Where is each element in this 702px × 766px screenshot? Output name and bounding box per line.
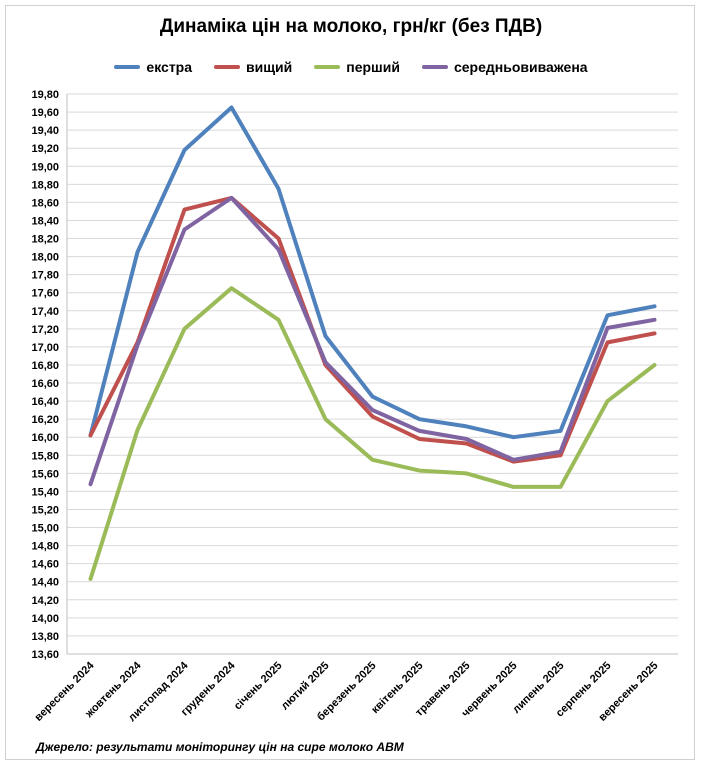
y-tick-label: 14,00	[31, 613, 59, 625]
y-tick-label: 17,20	[31, 324, 59, 336]
legend-item: вищий	[214, 58, 292, 76]
y-tick-label: 15,60	[31, 468, 59, 480]
series-line-4	[88, 195, 657, 487]
y-tick-label: 14,40	[31, 577, 59, 589]
y-tick-label: 16,60	[31, 378, 59, 390]
y-tick-label: 14,60	[31, 559, 59, 571]
series-line-2	[88, 195, 657, 464]
y-tick-label: 16,00	[31, 432, 59, 444]
y-tick-label: 15,80	[31, 450, 59, 462]
y-tick-label: 16,20	[31, 414, 59, 426]
y-tick-label: 19,20	[31, 143, 59, 155]
y-tick-label: 19,40	[31, 125, 59, 137]
legend-label: екстра	[146, 59, 193, 75]
legend-item: екстра	[114, 58, 192, 76]
legend-item: середньовиважена	[421, 58, 588, 76]
y-tick-label: 18,60	[31, 197, 59, 209]
y-tick-label: 13,80	[31, 631, 59, 643]
y-tick-label: 17,60	[31, 288, 59, 300]
y-tick-label: 15,40	[31, 486, 59, 498]
legend-label: вищий	[246, 59, 293, 75]
chart-title: Динаміка цін на молоко, грн/кг (без ПДВ)	[159, 16, 543, 37]
y-tick-label: 18,80	[31, 179, 59, 191]
y-tick-label: 17,40	[31, 306, 59, 318]
y-tick-label: 19,00	[31, 161, 59, 173]
y-tick-label: 17,80	[31, 270, 59, 282]
legend-swatch	[114, 65, 141, 69]
x-tick-label: лютий 2025	[279, 660, 332, 713]
legend-swatch	[214, 65, 241, 69]
x-tick-label: січень 2025	[232, 660, 285, 713]
y-tick-label: 16,40	[31, 396, 59, 408]
y-tick-label: 18,40	[31, 215, 59, 227]
legend-item: перший	[314, 58, 400, 76]
y-tick-label: 18,20	[31, 234, 59, 246]
legend-swatch	[421, 65, 448, 69]
y-tick-label: 14,20	[31, 595, 59, 607]
y-tick-label: 14,80	[31, 541, 59, 553]
y-tick-label: 19,80	[31, 89, 59, 101]
legend-label: перший	[346, 59, 400, 75]
y-tick-label: 19,60	[31, 107, 59, 119]
y-tick-label: 17,00	[31, 342, 59, 354]
y-tick-label: 13,60	[31, 649, 59, 661]
legend-label: середньовиважена	[453, 59, 588, 75]
y-tick-label: 15,20	[31, 504, 59, 516]
y-tick-label: 18,00	[31, 252, 59, 264]
series-line-3	[88, 286, 657, 581]
legend-swatch	[314, 65, 341, 69]
y-tick-label: 16,80	[31, 360, 59, 372]
legend: екстра вищий перший середньовиважена	[0, 58, 702, 76]
series-line-1	[88, 105, 657, 440]
y-tick-label: 15,00	[31, 523, 59, 535]
source-note: Джерело: результати моніторингу цін на с…	[36, 740, 404, 754]
